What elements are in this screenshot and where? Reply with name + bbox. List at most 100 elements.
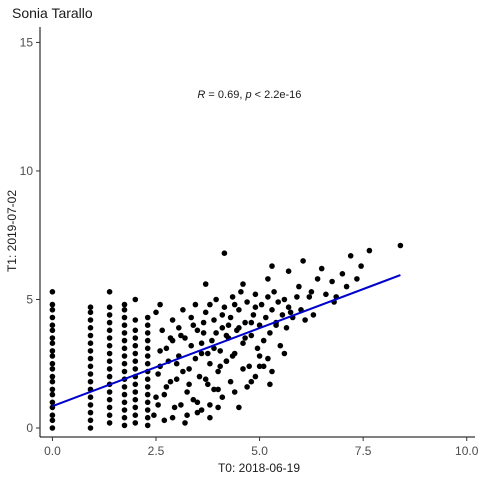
data-point (258, 301, 265, 308)
data-point (121, 391, 128, 398)
data-point (329, 278, 335, 285)
data-point (87, 402, 94, 408)
data-point (106, 412, 113, 419)
data-point (144, 345, 151, 352)
data-point (49, 412, 56, 419)
data-point (238, 289, 244, 295)
data-point (252, 291, 259, 298)
data-point (155, 371, 161, 377)
data-point (240, 340, 246, 347)
data-point (132, 317, 139, 323)
data-point (207, 414, 213, 421)
data-point (260, 337, 267, 344)
data-point (121, 345, 128, 352)
data-point (184, 389, 190, 395)
data-point (132, 350, 139, 357)
data-point (121, 399, 128, 406)
data-point (87, 363, 94, 370)
data-point (87, 394, 94, 401)
data-point (202, 376, 209, 383)
data-point (87, 371, 94, 377)
y-axis-title: T1: 2019-07-02 (5, 190, 19, 272)
correlation-annotation: R = 0.69, p < 2.2e-16 (197, 89, 301, 101)
data-point (144, 322, 151, 329)
data-point (106, 335, 113, 341)
data-point (157, 301, 163, 308)
data-point (87, 409, 94, 416)
data-point (121, 422, 128, 429)
data-point (178, 402, 184, 408)
data-point (198, 340, 205, 347)
data-point (354, 276, 360, 282)
data-point (169, 337, 176, 344)
data-point (219, 312, 226, 318)
data-point (300, 258, 306, 264)
data-point (236, 325, 242, 331)
data-point (182, 420, 188, 426)
data-point (271, 289, 277, 295)
data-point (209, 337, 215, 344)
data-point (144, 384, 151, 390)
data-point (176, 325, 182, 331)
data-point (49, 399, 56, 406)
data-point (242, 319, 248, 326)
data-point (296, 283, 302, 290)
data-point (236, 307, 242, 313)
data-point (269, 368, 275, 375)
data-point (236, 404, 242, 411)
data-point (194, 327, 201, 334)
data-point (49, 348, 56, 354)
data-point (366, 247, 373, 254)
data-point (132, 358, 139, 365)
data-point (240, 366, 246, 372)
data-point (163, 384, 170, 390)
data-point (121, 337, 128, 344)
data-point (121, 307, 128, 313)
data-point (246, 363, 252, 370)
data-point (215, 368, 221, 375)
data-point (223, 332, 230, 339)
data-point (202, 309, 209, 316)
data-point (132, 366, 139, 372)
data-point (227, 378, 234, 385)
data-point (207, 301, 213, 308)
data-point (159, 327, 165, 334)
x-tick-label: 10.0 (455, 444, 479, 458)
data-point (244, 384, 250, 390)
data-point (267, 381, 273, 388)
r-value: = 0.69, (205, 89, 245, 101)
data-point (200, 319, 207, 326)
data-point (221, 250, 228, 256)
data-point (173, 360, 180, 367)
data-point (227, 314, 234, 321)
data-point (144, 414, 151, 421)
data-point (207, 402, 213, 408)
data-point (173, 376, 180, 383)
data-point (225, 322, 232, 329)
data-point (265, 276, 271, 282)
x-tick-label: 2.5 (148, 444, 165, 458)
y-tick-label: 10 (20, 164, 34, 178)
data-point (49, 373, 56, 380)
data-point (178, 332, 184, 339)
data-point (106, 319, 113, 326)
data-point (263, 314, 269, 321)
data-point (49, 322, 56, 329)
data-point (217, 363, 223, 370)
data-point (106, 289, 113, 295)
x-tick-label: 7.5 (355, 444, 372, 458)
data-point (106, 327, 113, 334)
data-point (49, 289, 56, 295)
data-point (205, 381, 211, 388)
data-point (49, 314, 56, 321)
data-point (318, 265, 325, 272)
data-point (87, 317, 94, 323)
data-point (314, 276, 321, 282)
data-point (231, 301, 238, 308)
data-point (87, 378, 94, 385)
data-point (231, 389, 238, 395)
data-point (200, 330, 207, 336)
data-point (144, 391, 151, 398)
data-point (87, 304, 94, 311)
